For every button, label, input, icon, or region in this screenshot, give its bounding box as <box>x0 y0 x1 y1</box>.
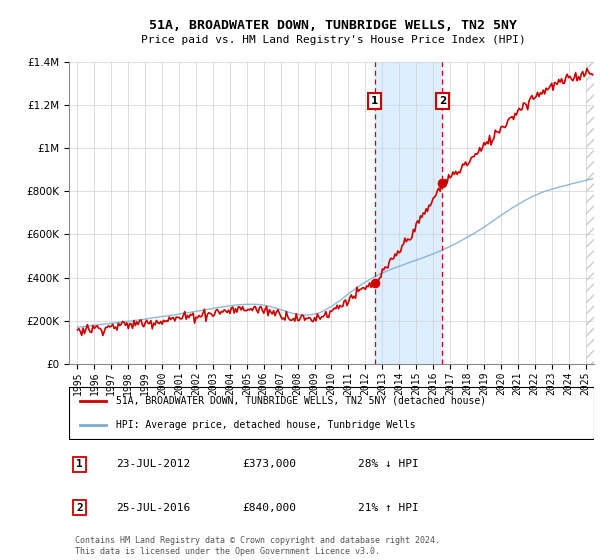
Text: HPI: Average price, detached house, Tunbridge Wells: HPI: Average price, detached house, Tunb… <box>116 420 416 430</box>
Text: 1: 1 <box>371 96 379 106</box>
Text: 2: 2 <box>76 503 83 513</box>
Bar <box>586 62 594 364</box>
Text: 1: 1 <box>76 459 83 469</box>
Text: 25-JUL-2016: 25-JUL-2016 <box>116 503 191 513</box>
Text: 51A, BROADWATER DOWN, TUNBRIDGE WELLS, TN2 5NY (detached house): 51A, BROADWATER DOWN, TUNBRIDGE WELLS, T… <box>116 396 487 406</box>
Text: £840,000: £840,000 <box>242 503 296 513</box>
Text: £373,000: £373,000 <box>242 459 296 469</box>
Text: Price paid vs. HM Land Registry's House Price Index (HPI): Price paid vs. HM Land Registry's House … <box>140 35 526 45</box>
Text: 23-JUL-2012: 23-JUL-2012 <box>116 459 191 469</box>
Point <box>370 279 379 288</box>
Text: 28% ↓ HPI: 28% ↓ HPI <box>358 459 419 469</box>
Text: 21% ↑ HPI: 21% ↑ HPI <box>358 503 419 513</box>
Point <box>437 178 447 187</box>
Text: 2: 2 <box>439 96 446 106</box>
Bar <box>586 62 594 364</box>
Text: Contains HM Land Registry data © Crown copyright and database right 2024.
This d: Contains HM Land Registry data © Crown c… <box>75 536 440 556</box>
Bar <box>374 62 442 364</box>
Text: 51A, BROADWATER DOWN, TUNBRIDGE WELLS, TN2 5NY: 51A, BROADWATER DOWN, TUNBRIDGE WELLS, T… <box>149 18 517 32</box>
